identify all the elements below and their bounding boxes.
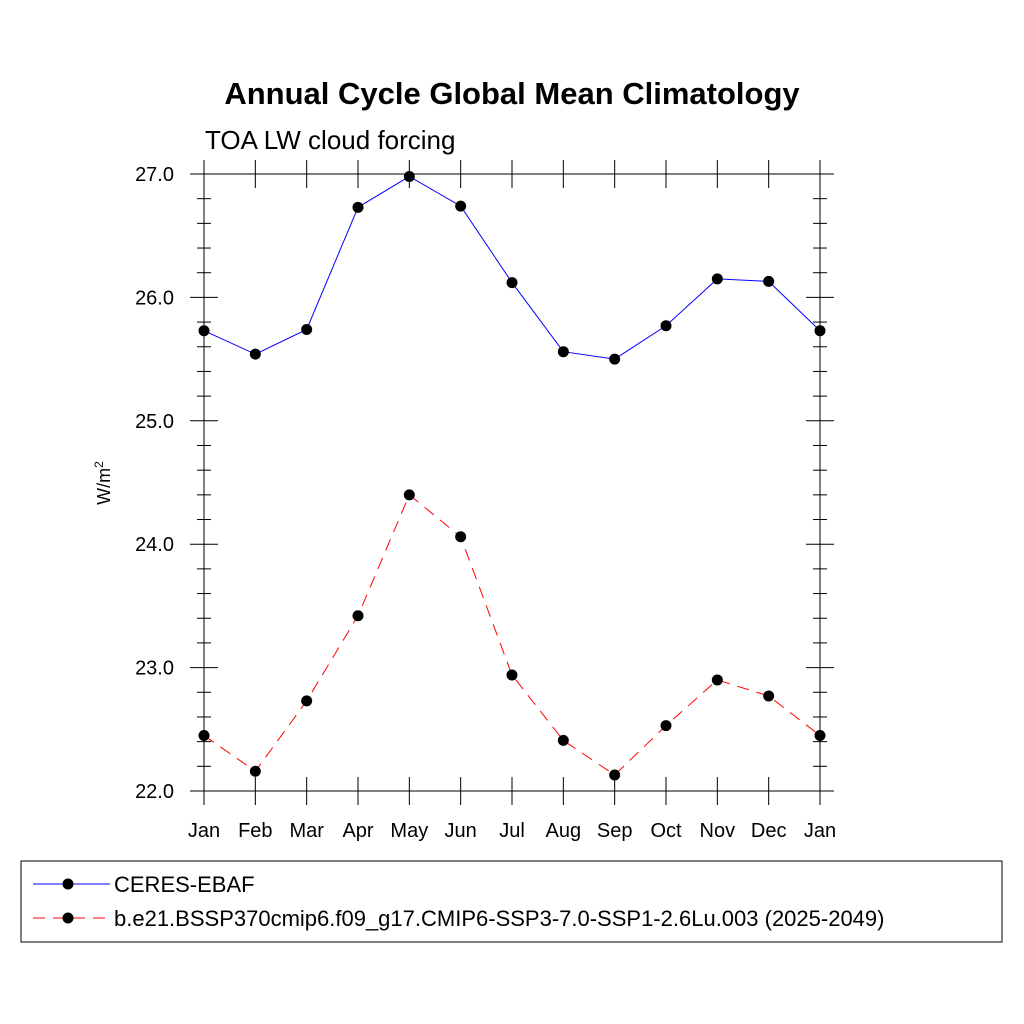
chart-title: Annual Cycle Global Mean Climatology <box>224 76 800 111</box>
data-point <box>455 200 467 212</box>
legend-marker <box>62 912 74 924</box>
svg-text:W/m2: W/m2 <box>92 461 114 505</box>
data-point <box>198 325 210 337</box>
y-tick-label: 25.0 <box>135 411 174 433</box>
data-point <box>301 695 313 707</box>
data-point <box>301 323 313 335</box>
x-tick-label: Aug <box>546 820 582 842</box>
y-tick-label: 23.0 <box>135 658 174 680</box>
x-tick-label: Oct <box>650 820 682 842</box>
y-tick-label: 27.0 <box>135 164 174 186</box>
data-point <box>403 489 415 501</box>
x-tick-label: Dec <box>751 820 787 842</box>
data-point <box>249 765 261 777</box>
data-point <box>609 769 621 781</box>
axis-tick-labels: 22.0 23.0 24.0 25.0 26.0 27.0 Jan Feb Mar Apr May J… <box>135 164 836 842</box>
series-line <box>203 494 821 776</box>
data-point <box>763 690 775 702</box>
legend-box <box>20 860 1003 943</box>
data-point <box>455 531 467 543</box>
data-point <box>249 348 261 360</box>
data-point <box>763 275 775 287</box>
x-tick-label: Sep <box>597 820 633 842</box>
data-point <box>557 346 569 358</box>
y-tick-label: 22.0 <box>135 781 174 803</box>
x-tick-label: Jan <box>188 820 220 842</box>
x-tick-label: Mar <box>289 820 324 842</box>
data-point <box>557 734 569 746</box>
x-tick-label: Jun <box>445 820 477 842</box>
data-point <box>609 353 621 365</box>
x-tick-label: Nov <box>700 820 736 842</box>
chart-subtitle: TOA LW cloud forcing <box>205 125 455 155</box>
x-tick-label: Apr <box>342 820 373 842</box>
x-tick-label: Jan <box>804 820 836 842</box>
data-point <box>198 729 210 741</box>
data-point <box>352 610 364 622</box>
y-tick-label: 24.0 <box>135 534 174 556</box>
series-2 <box>198 489 826 781</box>
x-tick-label: Feb <box>238 820 272 842</box>
legend-marker <box>62 878 74 890</box>
data-point <box>352 201 364 213</box>
plot-area <box>203 173 821 792</box>
y-axis-label: W/m2 <box>92 461 114 505</box>
legend-label: b.e21.BSSP370cmip6.f09_g17.CMIP6-SSP3-7.… <box>114 906 884 931</box>
plot-frame <box>203 173 821 792</box>
axis-ticks <box>190 160 834 805</box>
data-point <box>506 669 518 681</box>
legend-label: CERES-EBAF <box>114 872 255 897</box>
data-point <box>660 720 672 732</box>
data-point <box>711 273 723 285</box>
data-point <box>711 674 723 686</box>
data-point <box>403 170 415 182</box>
y-axis-label-text: W/m <box>94 468 114 505</box>
series-1 <box>198 170 826 365</box>
y-axis-label-superscript: 2 <box>92 461 106 468</box>
data-point <box>814 325 826 337</box>
series-layer <box>198 170 826 781</box>
y-tick-label: 26.0 <box>135 287 174 309</box>
series-line <box>203 175 821 360</box>
x-tick-label: May <box>390 820 428 842</box>
x-tick-label: Jul <box>499 820 525 842</box>
data-point <box>814 729 826 741</box>
data-point <box>506 277 518 289</box>
legend: CERES-EBAF b.e21.BSSP370cmip6.f09_g17.CMI… <box>20 860 1003 943</box>
data-point <box>660 320 672 332</box>
legend-items: CERES-EBAF b.e21.BSSP370cmip6.f09_g17.CMI… <box>33 872 884 931</box>
